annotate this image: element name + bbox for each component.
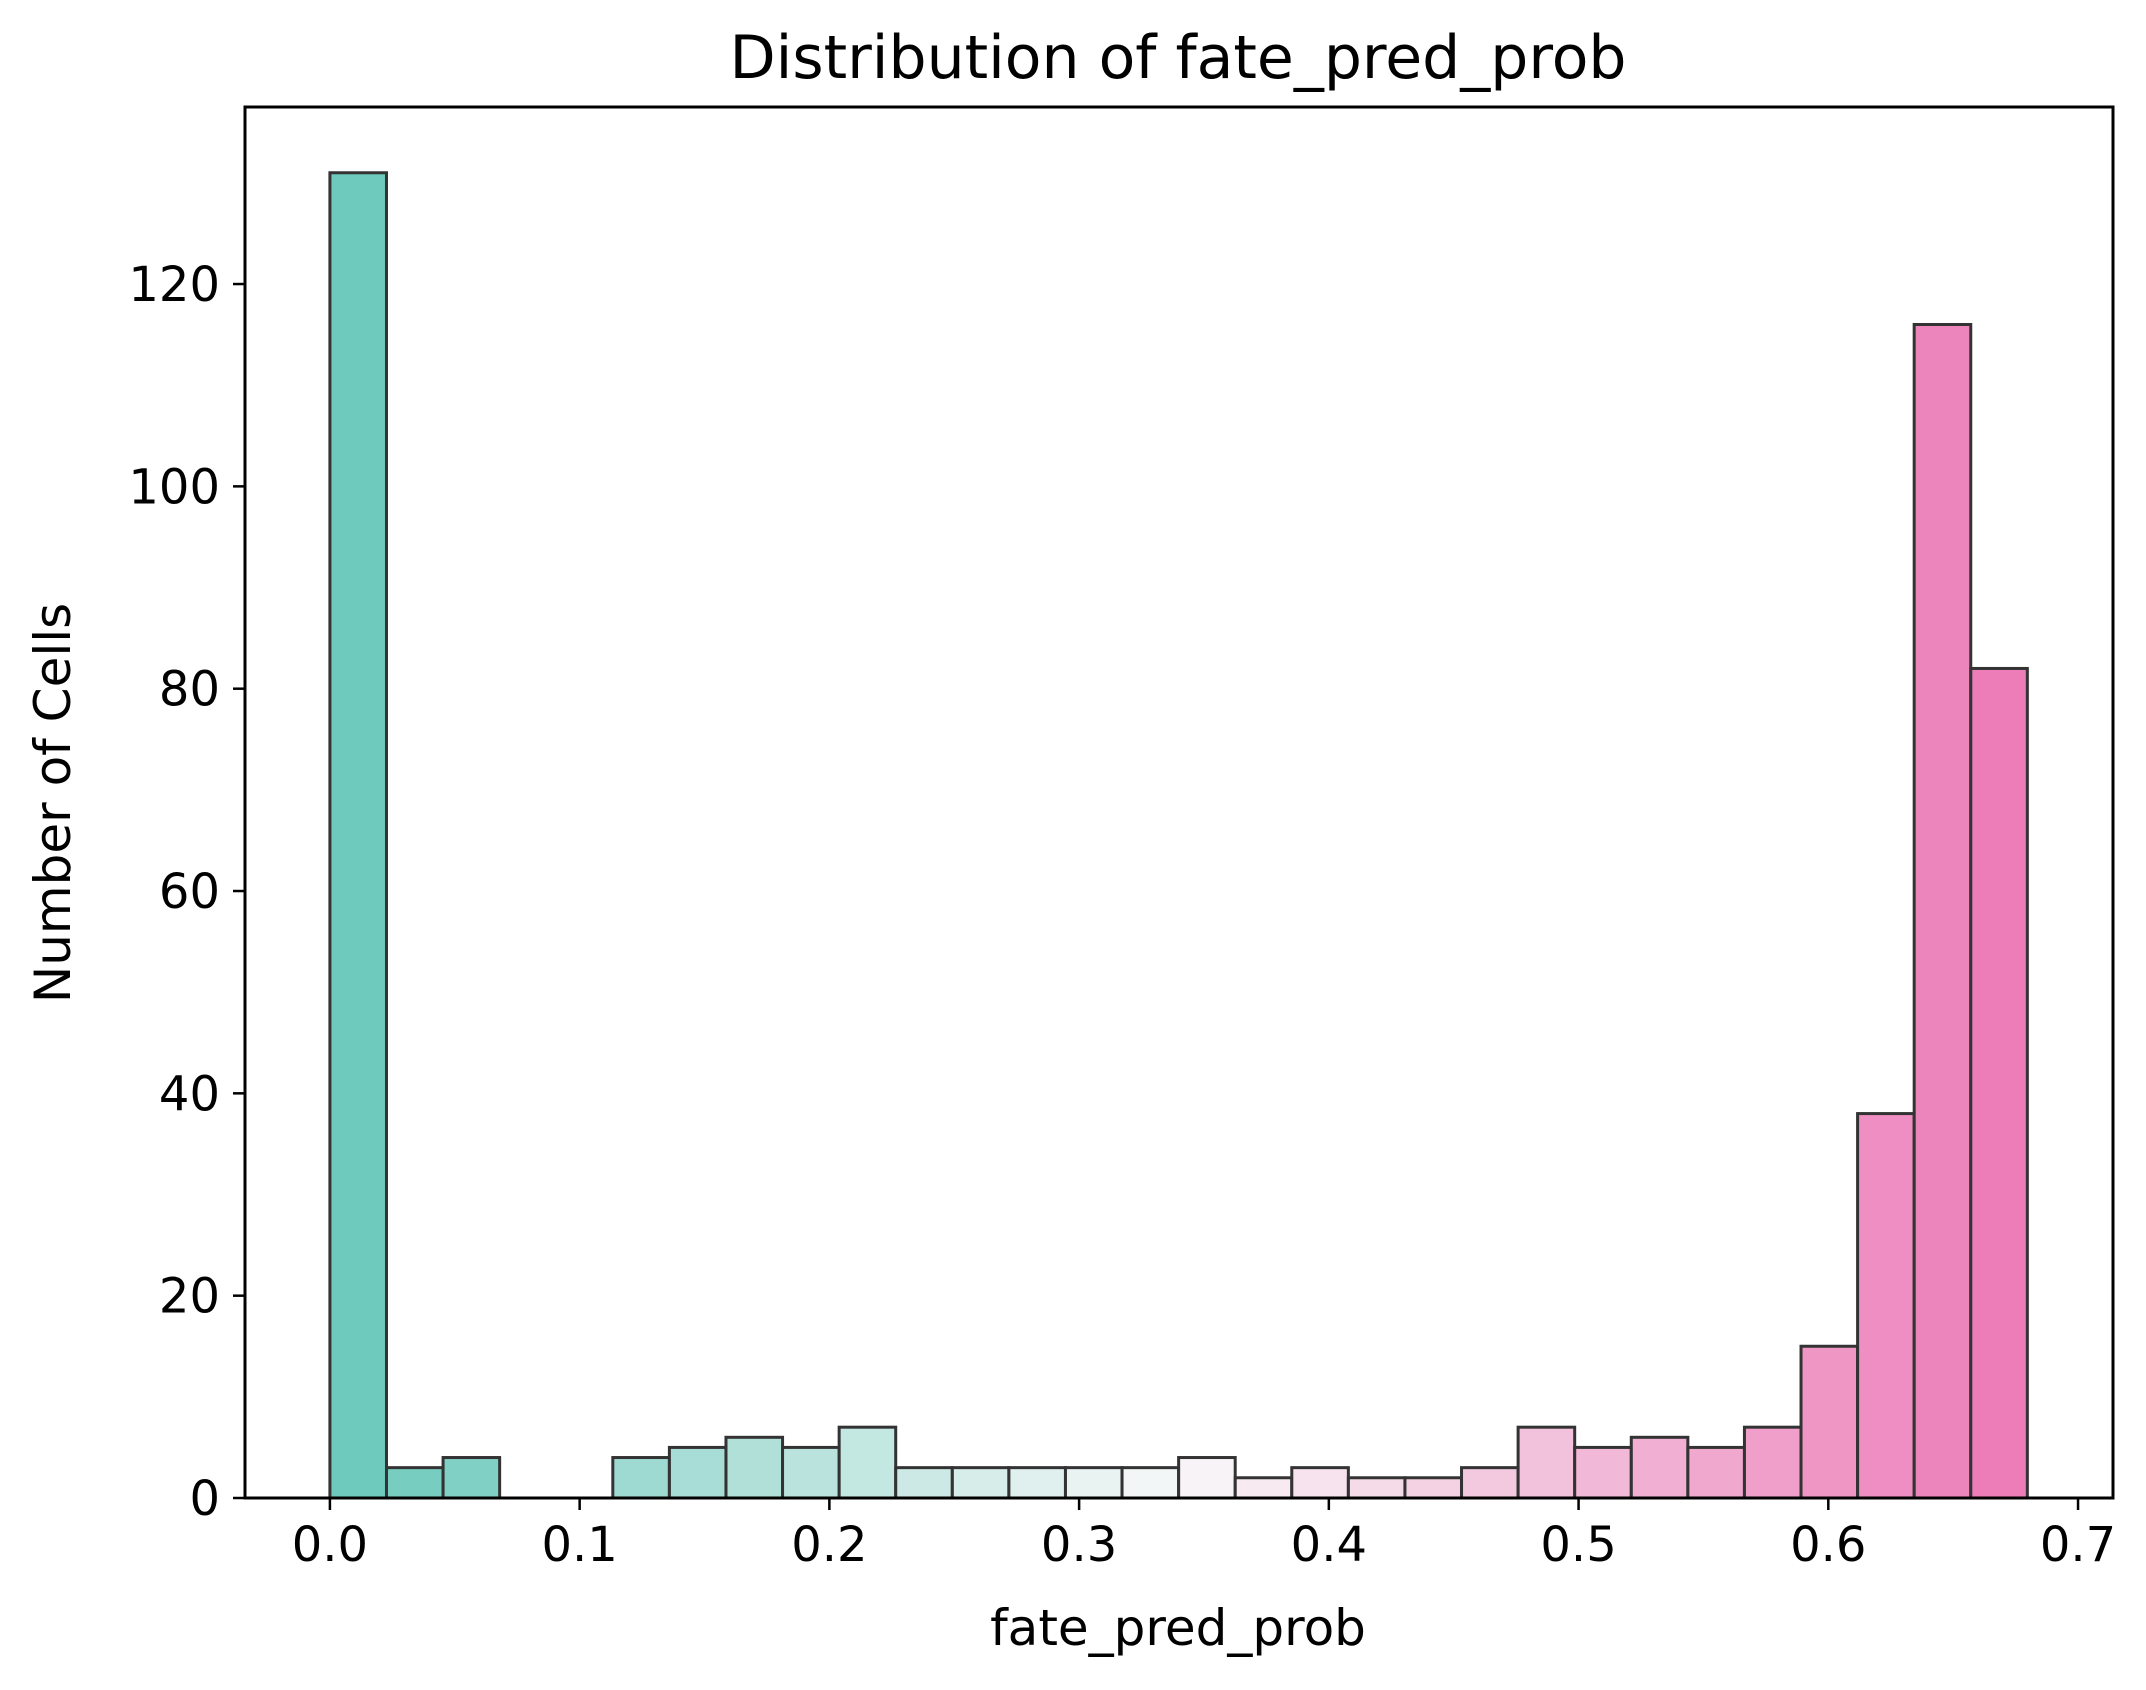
histogram-bar xyxy=(328,171,388,1500)
x-tick-label: 0.7 xyxy=(2040,1517,2116,1573)
histogram-bar xyxy=(781,1445,841,1500)
y-tick-label: 20 xyxy=(159,1269,220,1325)
histogram-bar xyxy=(1912,323,1973,1500)
histogram-bar xyxy=(1460,1466,1520,1500)
histogram-bar xyxy=(1573,1445,1633,1500)
histogram-bar xyxy=(1742,1425,1803,1500)
histogram-bar xyxy=(1290,1466,1350,1500)
x-tick-label: 0.6 xyxy=(1790,1517,1866,1573)
x-axis-label: fate_pred_prob xyxy=(990,1599,1366,1657)
y-tick-label: 120 xyxy=(128,257,220,313)
x-tick-label: 0.5 xyxy=(1540,1517,1616,1573)
histogram-bar xyxy=(894,1466,954,1500)
y-tick-label: 60 xyxy=(159,864,220,920)
x-axis-ticks: 0.0 0.1 0.2 0.3 0.4 0.5 0.6 0.7 xyxy=(292,1498,2116,1573)
histogram-bar xyxy=(1063,1466,1124,1500)
histogram-bar xyxy=(724,1435,785,1500)
histogram-bar xyxy=(667,1445,728,1500)
histogram-bar xyxy=(1969,666,2029,1500)
histogram-bar xyxy=(1177,1456,1237,1500)
bars-layer xyxy=(328,171,2029,1500)
x-tick-label: 0.4 xyxy=(1291,1517,1367,1573)
y-tick-label: 80 xyxy=(159,662,220,718)
y-axis-label: Number of Cells xyxy=(24,603,82,1003)
histogram-bar xyxy=(1686,1445,1746,1500)
histogram-bar xyxy=(611,1456,671,1500)
y-tick-label: 0 xyxy=(189,1471,220,1527)
x-tick-label: 0.2 xyxy=(791,1517,867,1573)
histogram-bar xyxy=(1233,1476,1294,1500)
plot-frame xyxy=(243,105,2115,1500)
histogram-bar xyxy=(837,1425,898,1500)
histogram-bar xyxy=(1007,1466,1067,1500)
chart-title: Distribution of fate_pred_prob xyxy=(729,23,1626,93)
histogram-bar xyxy=(1346,1476,1407,1500)
histogram-bar xyxy=(1799,1344,1860,1500)
histogram-bar xyxy=(1120,1466,1181,1500)
histogram-bar xyxy=(950,1466,1011,1500)
histogram-bar xyxy=(441,1456,502,1500)
y-tick-label: 40 xyxy=(159,1066,220,1122)
histogram-bar xyxy=(1629,1435,1690,1500)
y-axis-ticks: 0 20 40 60 80 100 120 xyxy=(128,257,245,1527)
x-tick-label: 0.3 xyxy=(1041,1517,1117,1573)
histogram-bar xyxy=(1856,1112,1916,1500)
y-tick-label: 100 xyxy=(128,459,220,515)
histogram-bar xyxy=(1403,1476,1464,1500)
histogram-bar xyxy=(384,1466,445,1500)
x-tick-label: 0.0 xyxy=(292,1517,368,1573)
histogram-bar xyxy=(1516,1425,1577,1500)
x-tick-label: 0.1 xyxy=(541,1517,617,1573)
